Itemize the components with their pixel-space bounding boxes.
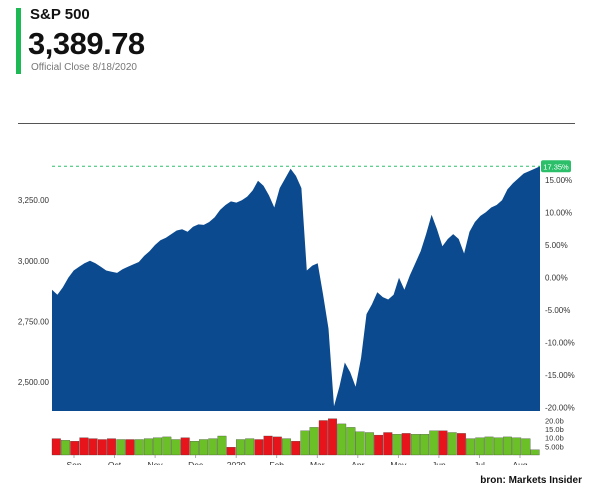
volume-bar — [530, 449, 540, 456]
volume-bar — [383, 432, 393, 456]
percent-tick-label: -10.00% — [545, 339, 575, 348]
volume-tick-label: 5.00b — [545, 442, 564, 451]
volume-bar — [328, 418, 337, 456]
volume-bar — [493, 437, 503, 456]
y-tick-label: 2,500.00 — [18, 378, 50, 387]
percent-tick-label: 0.00% — [545, 274, 568, 283]
volume-bar — [208, 438, 218, 456]
official-close-price: 3,389.78 — [28, 26, 145, 61]
price-area — [52, 165, 540, 411]
change-badge: 17.35% — [541, 160, 571, 173]
volume-bar — [125, 439, 135, 456]
volume-bar — [217, 435, 227, 456]
volume-bar — [466, 438, 476, 456]
price-area-fill — [52, 166, 540, 411]
volume-bar — [180, 437, 190, 456]
volume-bar — [318, 420, 328, 456]
volume-bar — [374, 434, 384, 456]
change-badge-label: 17.35% — [543, 162, 569, 171]
volume-bar — [346, 427, 356, 456]
volume-bar — [355, 431, 365, 456]
change-badge-bg — [541, 160, 571, 173]
volume-bar — [410, 434, 420, 456]
volume-bar — [282, 438, 291, 456]
volume-bar — [236, 439, 245, 456]
x-tick-label: Aug — [512, 460, 527, 465]
volume-tick-label: 10.0b — [545, 434, 564, 443]
volume-bar — [438, 430, 448, 456]
volume-bar — [291, 441, 301, 456]
volume-bar — [392, 434, 402, 456]
volume-bar — [107, 438, 116, 456]
x-tick-label: Apr — [351, 460, 364, 465]
volume-bar — [143, 438, 153, 456]
volume-tick-label: 15.0b — [545, 425, 564, 434]
volume-bar — [153, 437, 163, 456]
ticker-name: S&P 500 — [30, 6, 90, 23]
volume-bar — [226, 447, 236, 456]
y-tick-label: 3,250.00 — [18, 196, 50, 205]
volume-bar — [475, 437, 485, 456]
volume-bar — [254, 439, 264, 456]
volume-bar — [61, 440, 70, 456]
x-tick-label: Mar — [310, 460, 325, 465]
price-chart: 3,250.003,000.002,750.002,500.00 15.00%1… — [18, 160, 575, 465]
x-tick-label: Jun — [432, 460, 446, 465]
volume-bar — [512, 437, 522, 456]
percent-tick-label: 15.00% — [545, 176, 572, 185]
percent-tick-label: -5.00% — [545, 306, 570, 315]
y-axis: 3,250.00 3,000.00 2,750.00 2,500.00 — [18, 196, 50, 387]
x-tick-label: Oct — [108, 460, 122, 465]
volume-bar — [309, 427, 319, 456]
percent-tick-label: 5.00% — [545, 241, 568, 250]
volume-bar — [300, 430, 310, 456]
x-tick-label: Nov — [148, 460, 164, 465]
y-tick-label: 3,000.00 — [18, 257, 50, 266]
volume-bar — [79, 437, 89, 456]
volume-bar — [337, 423, 347, 456]
volume-bars — [51, 418, 540, 456]
volume-bar — [245, 438, 255, 456]
x-tick-label: Jul — [474, 460, 485, 465]
divider — [18, 123, 575, 124]
volume-bar — [171, 439, 181, 456]
close-date-label: Official Close 8/18/2020 — [31, 62, 137, 73]
volume-tick-label: 20.0b — [545, 416, 564, 425]
volume-bar — [272, 436, 282, 456]
x-tick-label: Dec — [188, 460, 204, 465]
volume-bar — [134, 439, 144, 456]
volume-bar — [263, 435, 273, 456]
x-tick-label: Feb — [269, 460, 284, 465]
x-tick-label: May — [390, 460, 407, 465]
x-tick-label: Sep — [66, 460, 81, 465]
volume-bar — [484, 436, 494, 456]
volume-bar — [199, 439, 209, 456]
volume-bar — [189, 441, 199, 456]
percent-tick-label: -20.00% — [545, 404, 575, 413]
volume-bar — [503, 436, 512, 456]
volume-bar — [429, 430, 439, 456]
volume-bar — [162, 436, 172, 456]
percent-axis: 15.00% 10.00% 5.00% 0.00% -5.00% -10.00% -15.0… — [545, 176, 575, 413]
percent-tick-label: 10.00% — [545, 208, 572, 217]
percent-tick-label: -15.00% — [545, 371, 575, 380]
accent-bar — [16, 8, 21, 74]
x-axis: Sep Oct Nov Dec 2020 Feb Mar Apr May Jun Jul Aug — [66, 455, 528, 465]
x-tick-label: 2020 — [227, 460, 246, 465]
volume-bar — [116, 439, 126, 456]
volume-bar — [420, 434, 430, 456]
volume-bar — [70, 441, 80, 456]
volume-bar — [51, 438, 61, 456]
volume-bar — [88, 438, 98, 456]
volume-bar — [364, 432, 374, 456]
volume-bar — [521, 438, 531, 456]
source-credit: bron: Markets Insider — [480, 475, 582, 486]
volume-bar — [456, 433, 466, 456]
volume-bar — [447, 432, 457, 456]
volume-bar — [401, 433, 411, 456]
y-tick-label: 2,750.00 — [18, 317, 50, 326]
volume-bar — [97, 439, 107, 456]
